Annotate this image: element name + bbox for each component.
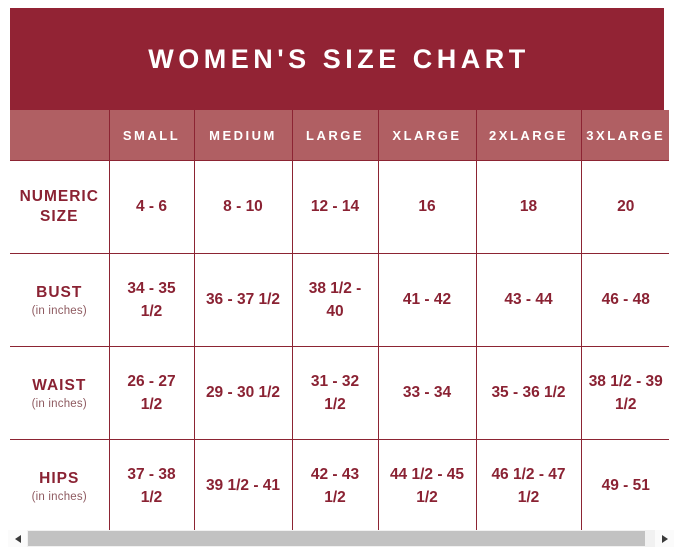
- corner-cell: [10, 110, 110, 161]
- value-cell: 38 1/2 - 39 1/2: [580, 346, 669, 440]
- value-cell: 4 - 6: [108, 160, 195, 254]
- column-header-medium: MEDIUM: [193, 110, 293, 161]
- value-cell: 46 - 48: [580, 253, 669, 347]
- value-cell: 49 - 51: [580, 439, 669, 533]
- triangle-left-icon: [14, 534, 21, 543]
- column-header-3xlarge: 3XLARGE: [580, 110, 669, 161]
- value-cell: 8 - 10: [193, 160, 293, 254]
- scrollbar-thumb[interactable]: [28, 531, 645, 546]
- row-label-text: NUMERIC SIZE: [19, 187, 99, 225]
- row-label-waist: WAIST (in inches): [10, 346, 110, 440]
- value-cell: 16: [377, 160, 477, 254]
- value-cell: 33 - 34: [377, 346, 477, 440]
- value-cell: 42 - 43 1/2: [291, 439, 379, 533]
- value-cell: 41 - 42: [377, 253, 477, 347]
- value-cell: 43 - 44: [475, 253, 582, 347]
- value-cell: 18: [475, 160, 582, 254]
- column-header-large: LARGE: [291, 110, 379, 161]
- triangle-right-icon: [661, 534, 668, 543]
- value-cell: 31 - 32 1/2: [291, 346, 379, 440]
- row-label-text: BUST: [36, 284, 83, 302]
- value-cell: 34 - 35 1/2: [108, 253, 195, 347]
- value-cell: 38 1/2 - 40: [291, 253, 379, 347]
- value-cell: 37 - 38 1/2: [108, 439, 195, 533]
- table-row-hips: HIPS (in inches) 37 - 38 1/2 39 1/2 - 41…: [10, 439, 669, 533]
- row-label-text: WAIST: [32, 377, 87, 395]
- row-label-hips: HIPS (in inches): [10, 439, 110, 533]
- table-viewport: SMALL MEDIUM LARGE XLARGE 2XLARGE 3XLARG…: [10, 110, 669, 533]
- table-row-bust: BUST (in inches) 34 - 35 1/2 36 - 37 1/2…: [10, 253, 669, 347]
- value-cell: 20: [580, 160, 669, 254]
- horizontal-scrollbar[interactable]: [8, 530, 674, 547]
- row-label-unit: (in inches): [31, 490, 87, 503]
- row-label-numeric-size: NUMERIC SIZE: [10, 160, 110, 254]
- page-title: WOMEN'S SIZE CHART: [148, 43, 530, 74]
- value-cell: 39 1/2 - 41: [193, 439, 293, 533]
- scroll-left-button[interactable]: [8, 530, 27, 547]
- column-header-xlarge: XLARGE: [377, 110, 477, 161]
- row-label-unit: (in inches): [31, 397, 87, 410]
- row-label-unit: (in inches): [31, 304, 87, 317]
- column-header-small: SMALL: [108, 110, 195, 161]
- table-row-waist: WAIST (in inches) 26 - 27 1/2 29 - 30 1/…: [10, 346, 669, 440]
- value-cell: 26 - 27 1/2: [108, 346, 195, 440]
- column-header-2xlarge: 2XLARGE: [475, 110, 582, 161]
- column-header-row: SMALL MEDIUM LARGE XLARGE 2XLARGE 3XLARG…: [10, 110, 669, 161]
- row-label-bust: BUST (in inches): [10, 253, 110, 347]
- scroll-right-button[interactable]: [655, 530, 674, 547]
- value-cell: 36 - 37 1/2: [193, 253, 293, 347]
- row-label-text: HIPS: [39, 470, 80, 488]
- size-chart-table: SMALL MEDIUM LARGE XLARGE 2XLARGE 3XLARG…: [10, 110, 669, 533]
- value-cell: 35 - 36 1/2: [475, 346, 582, 440]
- chart-title-banner: WOMEN'S SIZE CHART: [10, 8, 664, 110]
- value-cell: 12 - 14: [291, 160, 379, 254]
- value-cell: 46 1/2 - 47 1/2: [475, 439, 582, 533]
- value-cell: 44 1/2 - 45 1/2: [377, 439, 477, 533]
- value-cell: 29 - 30 1/2: [193, 346, 293, 440]
- table-row-numeric-size: NUMERIC SIZE 4 - 6 8 - 10 12 - 14 16 18 …: [10, 160, 669, 254]
